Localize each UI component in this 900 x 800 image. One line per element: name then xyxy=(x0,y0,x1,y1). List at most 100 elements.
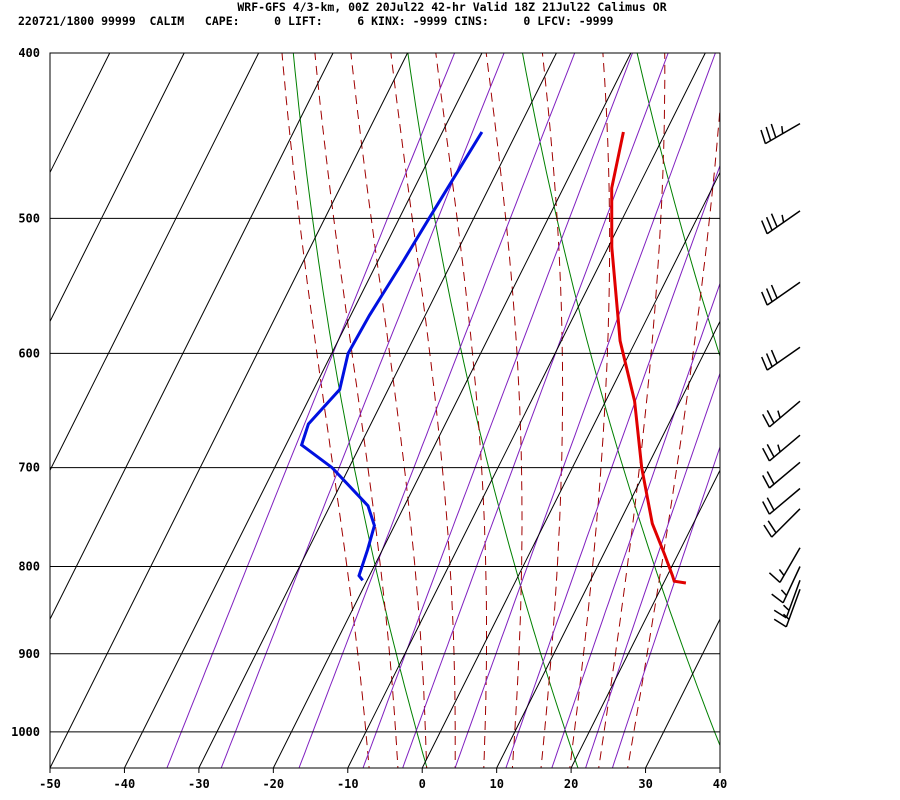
wind-barb xyxy=(773,589,801,628)
barb-feather xyxy=(777,410,781,419)
moist-adiabat xyxy=(281,53,370,768)
barb-feather xyxy=(762,413,771,428)
mixing-ratio-line xyxy=(611,445,720,768)
barb-staff xyxy=(779,547,801,583)
barb-feather xyxy=(773,618,787,628)
isotherm-line xyxy=(50,53,260,472)
temperature-tick-label: -10 xyxy=(337,777,359,791)
pressure-tick-label: 500 xyxy=(18,211,40,225)
barb-staff xyxy=(782,566,801,604)
pressure-tick-label: 800 xyxy=(18,560,40,574)
barb-staff xyxy=(768,434,801,462)
dry-adiabat xyxy=(292,53,428,768)
pressure-tick-label: 1000 xyxy=(11,725,40,739)
isotherm-line xyxy=(645,617,720,768)
moist-adiabat xyxy=(314,53,399,768)
dewpoint-line xyxy=(299,131,484,582)
wind-barb xyxy=(762,461,801,489)
moist-adiabat xyxy=(569,53,611,768)
wind-barb xyxy=(762,434,801,462)
mixing-ratio-line xyxy=(551,282,720,768)
mixing-ratio-line xyxy=(298,53,576,768)
wind-barb xyxy=(761,210,801,235)
wind-barb xyxy=(768,547,801,583)
dry-adiabat xyxy=(407,53,579,768)
barb-feather xyxy=(770,284,778,299)
moist-adiabat xyxy=(350,53,428,768)
barb-feather xyxy=(770,349,778,364)
plot-frame xyxy=(49,52,721,769)
barb-feather xyxy=(762,447,771,462)
pressure-tick-label: 600 xyxy=(18,346,40,360)
barb-staff xyxy=(771,508,801,538)
isotherm-line xyxy=(272,53,632,768)
mixing-ratio-line xyxy=(454,53,716,768)
chart-title: WRF-GFS 4/3-km, 00Z 20Jul22 42-hr Valid … xyxy=(237,0,666,14)
barb-feather xyxy=(766,497,775,511)
moist-adiabat xyxy=(627,102,720,768)
isotherm-line xyxy=(496,320,720,768)
barb-feather xyxy=(771,593,784,604)
barb-feather xyxy=(765,216,773,231)
isotherm-group xyxy=(50,53,720,768)
isotherm-line xyxy=(50,53,334,621)
profile-lines xyxy=(299,131,687,585)
wind-barbs xyxy=(760,122,801,628)
barb-staff xyxy=(785,580,801,619)
mixing-ratio-line xyxy=(362,53,634,768)
pressure-axis: 400 500 600 700 800 900 1000 xyxy=(11,46,40,739)
dry-adiabat xyxy=(636,53,720,358)
barb-feather xyxy=(777,444,781,453)
barb-feather xyxy=(761,291,768,306)
barb-feather xyxy=(766,471,775,485)
barb-feather xyxy=(762,501,771,515)
wind-barb xyxy=(771,566,801,604)
temperature-tick-label: 20 xyxy=(564,777,578,791)
barb-staff xyxy=(768,461,801,489)
barb-feather xyxy=(761,220,768,235)
barb-feather xyxy=(770,213,778,228)
isotherm-line xyxy=(50,53,408,768)
temperature-tick-label: -30 xyxy=(188,777,210,791)
temperature-axis: -50 -40 -30 -20 -10 0 10 20 30 40 xyxy=(39,768,727,791)
mixing-ratio-line xyxy=(505,164,720,768)
temperature-tick-label: -20 xyxy=(262,777,284,791)
temperature-tick-label: 10 xyxy=(489,777,503,791)
mixing-ratio-line xyxy=(402,53,669,768)
barb-feather xyxy=(768,572,781,583)
pressure-tick-label: 700 xyxy=(18,461,40,475)
wind-barb xyxy=(761,281,801,306)
barb-feather xyxy=(767,520,777,534)
barb-feather xyxy=(761,356,768,371)
wind-barb xyxy=(773,580,801,619)
isotherm-line xyxy=(347,53,706,768)
moist-adiabat xyxy=(598,53,666,768)
barb-feather xyxy=(765,353,773,367)
mixing-ratio-line xyxy=(166,53,456,768)
background-lines xyxy=(166,53,720,768)
temperature-tick-label: 30 xyxy=(638,777,652,791)
isotherm-line xyxy=(50,53,111,174)
pressure-tick-label: 900 xyxy=(18,647,40,661)
barb-staff xyxy=(768,487,801,515)
pressure-tick-label: 400 xyxy=(18,46,40,60)
barb-feather xyxy=(780,589,788,597)
barb-feather xyxy=(773,609,787,619)
moist-adiabat xyxy=(485,53,523,768)
temperature-tick-label: -40 xyxy=(114,777,136,791)
barb-staff xyxy=(785,589,801,628)
barb-feather xyxy=(765,288,773,302)
isotherm-line xyxy=(719,766,720,768)
barb-feather xyxy=(782,604,790,611)
barb-feather xyxy=(763,524,773,538)
moist-adiabat xyxy=(435,53,487,768)
wind-barb xyxy=(762,400,801,428)
barb-feather xyxy=(781,214,785,223)
temperature-line xyxy=(610,131,687,585)
moist-adiabat xyxy=(390,53,456,768)
temperature-tick-label: 0 xyxy=(419,777,426,791)
mixing-ratio-line xyxy=(585,371,720,768)
chart-subtitle: 220721/1800 99999 CALIM CAPE: 0 LIFT: 6 … xyxy=(18,14,614,28)
wind-barb xyxy=(761,346,801,371)
